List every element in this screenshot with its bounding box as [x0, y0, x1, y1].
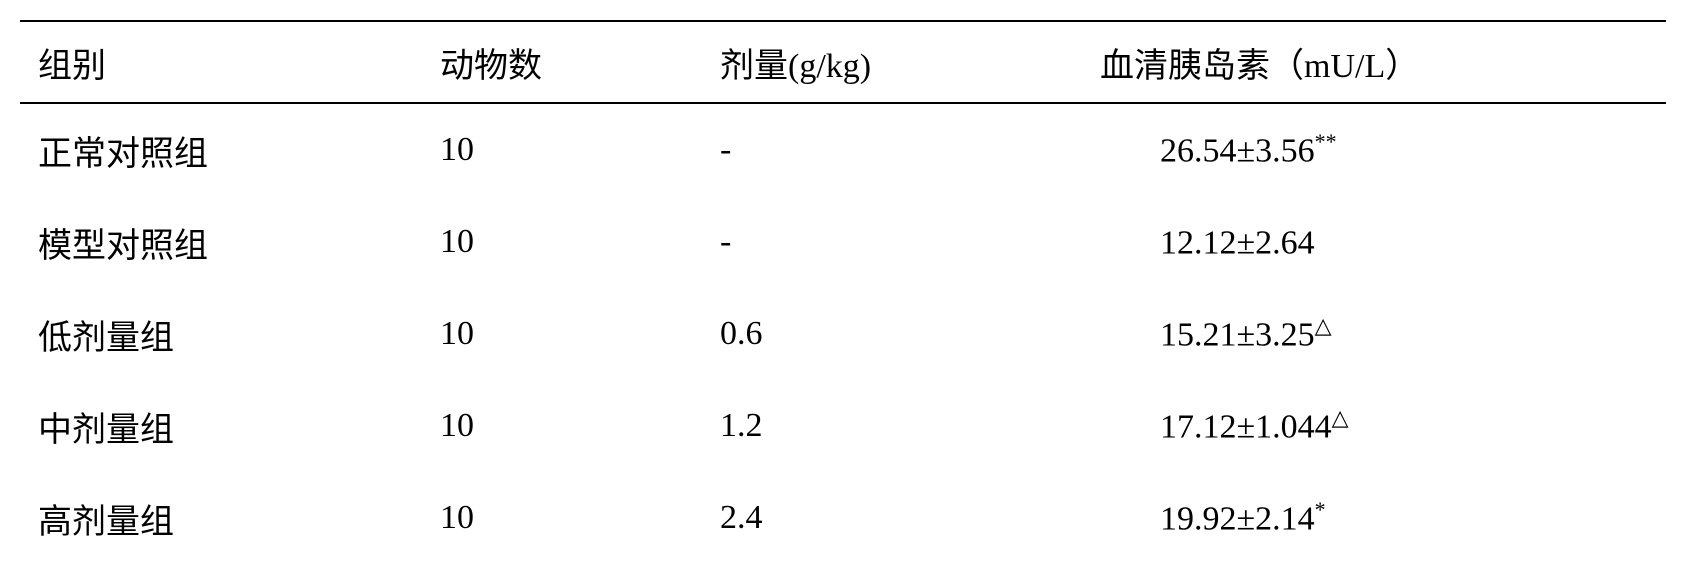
- cell-animals: 10: [440, 196, 720, 288]
- insulin-value: 17.12±1.044: [1160, 409, 1332, 446]
- cell-animals: 10: [440, 472, 720, 564]
- insulin-mark: *: [1315, 497, 1326, 522]
- cell-insulin: 26.54±3.56**: [1040, 103, 1666, 196]
- col-header-animals: 动物数: [440, 21, 720, 103]
- cell-insulin: 17.12±1.044△: [1040, 380, 1666, 472]
- cell-insulin: 19.92±2.14*: [1040, 472, 1666, 564]
- cell-dose: 1.2: [720, 380, 1040, 472]
- table-row: 高剂量组 10 2.4 19.92±2.14*: [20, 472, 1666, 564]
- col-header-group: 组别: [20, 21, 440, 103]
- cell-group: 低剂量组: [20, 288, 440, 380]
- insulin-mark: △: [1315, 313, 1332, 338]
- table-header-row: 组别 动物数 剂量(g/kg) 血清胰岛素（mU/L）: [20, 21, 1666, 103]
- table-row: 模型对照组 10 - 12.12±2.64: [20, 196, 1666, 288]
- insulin-value: 12.12±2.64: [1160, 225, 1315, 262]
- cell-group: 高剂量组: [20, 472, 440, 564]
- cell-dose: -: [720, 196, 1040, 288]
- col-header-insulin: 血清胰岛素（mU/L）: [1040, 21, 1666, 103]
- table-row: 低剂量组 10 0.6 15.21±3.25△: [20, 288, 1666, 380]
- insulin-table: 组别 动物数 剂量(g/kg) 血清胰岛素（mU/L） 正常对照组 10 - 2…: [20, 20, 1666, 564]
- cell-animals: 10: [440, 288, 720, 380]
- insulin-value: 26.54±3.56: [1160, 133, 1315, 170]
- cell-insulin: 15.21±3.25△: [1040, 288, 1666, 380]
- insulin-value: 19.92±2.14: [1160, 501, 1315, 538]
- cell-group: 正常对照组: [20, 103, 440, 196]
- cell-dose: 2.4: [720, 472, 1040, 564]
- table-row: 正常对照组 10 - 26.54±3.56**: [20, 103, 1666, 196]
- table-row: 中剂量组 10 1.2 17.12±1.044△: [20, 380, 1666, 472]
- cell-animals: 10: [440, 103, 720, 196]
- cell-dose: -: [720, 103, 1040, 196]
- insulin-mark: △: [1332, 405, 1349, 430]
- col-header-dose: 剂量(g/kg): [720, 21, 1040, 103]
- insulin-value: 15.21±3.25: [1160, 317, 1315, 354]
- cell-animals: 10: [440, 380, 720, 472]
- cell-group: 模型对照组: [20, 196, 440, 288]
- cell-group: 中剂量组: [20, 380, 440, 472]
- cell-insulin: 12.12±2.64: [1040, 196, 1666, 288]
- insulin-mark: **: [1315, 129, 1337, 154]
- cell-dose: 0.6: [720, 288, 1040, 380]
